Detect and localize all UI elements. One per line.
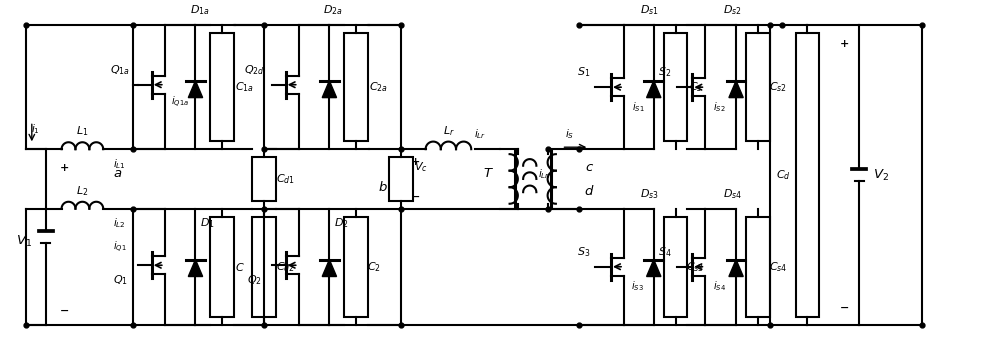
Polygon shape: [647, 260, 661, 277]
Polygon shape: [729, 81, 743, 98]
Text: −: −: [840, 301, 849, 312]
Bar: [746, 33, 770, 141]
Text: $L_2$: $L_2$: [76, 184, 89, 198]
Text: $i_{Q1}$: $i_{Q1}$: [113, 240, 127, 255]
Text: $S_2$: $S_2$: [658, 65, 671, 79]
Text: $d$: $d$: [584, 184, 595, 198]
Text: $L_r$: $L_r$: [443, 125, 454, 138]
Text: $C_d$: $C_d$: [776, 168, 791, 182]
Text: $L_1$: $L_1$: [76, 125, 89, 138]
Text: $i_{L1}$: $i_{L1}$: [113, 157, 126, 171]
Text: $C_{d1}$: $C_{d1}$: [276, 172, 295, 186]
Text: $S_3$: $S_3$: [577, 245, 590, 259]
Text: $i_{Lm}$: $i_{Lm}$: [538, 167, 553, 181]
Text: $S_4$: $S_4$: [658, 245, 671, 259]
Polygon shape: [188, 260, 203, 277]
Text: $i_{L2}$: $i_{L2}$: [113, 217, 125, 230]
Text: $i_{S2}$: $i_{S2}$: [713, 100, 726, 114]
Text: $D_{1a}$: $D_{1a}$: [190, 3, 209, 17]
Text: $S_1$: $S_1$: [577, 65, 590, 79]
Polygon shape: [729, 260, 743, 277]
Bar: [746, 217, 770, 317]
Text: $i_{S4}$: $i_{S4}$: [713, 280, 726, 293]
Text: +: +: [411, 155, 420, 166]
Text: $i_{S1}$: $i_{S1}$: [632, 100, 644, 114]
Text: −: −: [411, 191, 420, 202]
Text: $D_{s1}$: $D_{s1}$: [640, 3, 659, 17]
Polygon shape: [322, 81, 337, 98]
Text: $C_s$: $C_s$: [689, 80, 702, 94]
Bar: [389, 157, 413, 201]
Text: $C_2$: $C_2$: [367, 260, 381, 273]
Bar: [664, 217, 687, 317]
Text: −: −: [60, 304, 69, 315]
Text: $Q_1$: $Q_1$: [113, 273, 128, 287]
Text: $T$: $T$: [483, 168, 494, 181]
Text: $V_1$: $V_1$: [16, 234, 32, 249]
Text: $Q_{2d}$: $Q_{2d}$: [244, 63, 264, 77]
Text: $V_c$: $V_c$: [414, 160, 428, 174]
Text: $i_{S3}$: $i_{S3}$: [631, 280, 644, 293]
Text: $D_1$: $D_1$: [200, 217, 215, 230]
Text: $c$: $c$: [585, 161, 594, 173]
Text: $i_{Lr}$: $i_{Lr}$: [474, 127, 486, 141]
Bar: [344, 217, 368, 317]
Bar: [252, 217, 276, 317]
Text: $i_S$: $i_S$: [565, 127, 574, 141]
Bar: [252, 157, 276, 201]
Text: $D_{s2}$: $D_{s2}$: [723, 3, 741, 17]
Text: $C_{s3}$: $C_{s3}$: [686, 260, 704, 273]
Text: $i_1$: $i_1$: [31, 122, 40, 136]
Text: $Q_2$: $Q_2$: [247, 273, 261, 287]
Text: $C_{2a}$: $C_{2a}$: [369, 80, 387, 94]
Polygon shape: [322, 260, 337, 277]
Text: $D_{s3}$: $D_{s3}$: [640, 187, 659, 201]
Text: $V_2$: $V_2$: [873, 168, 889, 183]
Text: $C_{s4}$: $C_{s4}$: [769, 260, 787, 273]
Bar: [344, 33, 368, 141]
Bar: [796, 33, 819, 317]
Text: $b$: $b$: [378, 180, 388, 194]
Text: $a$: $a$: [113, 168, 123, 181]
Text: $C_{s2}$: $C_{s2}$: [769, 80, 787, 94]
Text: $C_{d2}$: $C_{d2}$: [276, 260, 295, 273]
Polygon shape: [647, 81, 661, 98]
Text: $C$: $C$: [235, 261, 245, 273]
Text: $Q_{1a}$: $Q_{1a}$: [110, 63, 130, 77]
Bar: [664, 33, 687, 141]
Text: $D_{2a}$: $D_{2a}$: [323, 3, 343, 17]
Text: +: +: [840, 37, 849, 49]
Text: $D_2$: $D_2$: [334, 217, 349, 230]
Bar: [210, 33, 234, 141]
Text: +: +: [60, 162, 69, 173]
Text: $D_{s4}$: $D_{s4}$: [723, 187, 742, 201]
Bar: [210, 217, 234, 317]
Text: $C_{1a}$: $C_{1a}$: [235, 80, 254, 94]
Polygon shape: [188, 81, 203, 98]
Text: $i_{Q1a}$: $i_{Q1a}$: [171, 95, 189, 110]
